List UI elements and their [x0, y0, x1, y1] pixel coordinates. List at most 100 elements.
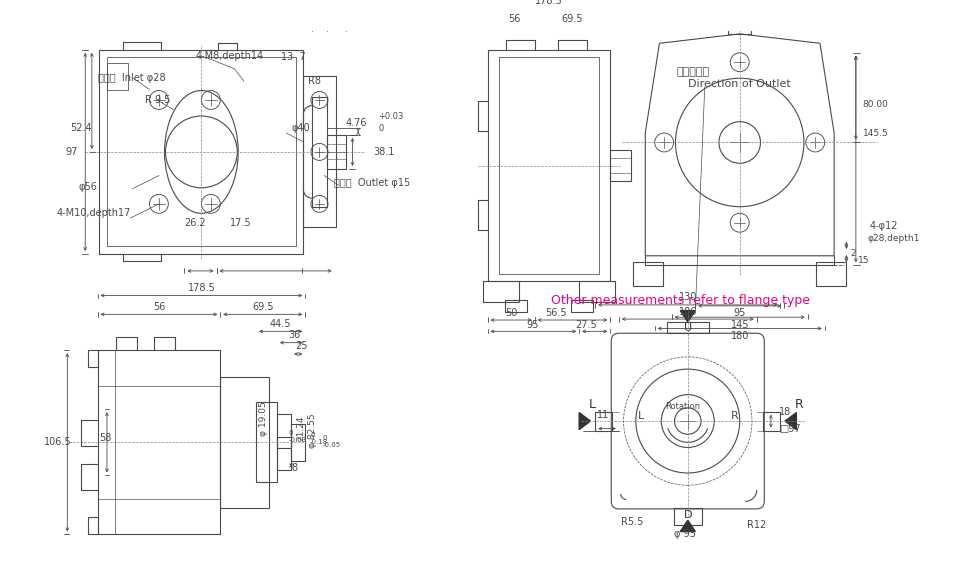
Text: 50: 50 [505, 308, 517, 318]
Bar [505, 300, 527, 311]
Text: □97: □97 [780, 424, 801, 434]
Polygon shape [681, 520, 695, 532]
Text: 4-M10,depth17: 4-M10,depth17 [57, 208, 132, 218]
Text: 0: 0 [310, 432, 315, 438]
Text: 38.1: 38.1 [373, 147, 395, 157]
Bar [674, 508, 702, 525]
Text: 36: 36 [288, 330, 300, 340]
Text: 95: 95 [527, 319, 540, 330]
Text: R12: R12 [747, 520, 766, 530]
Bar [107, 63, 128, 90]
Bar [327, 135, 346, 169]
Bar [729, 20, 751, 34]
Text: 97: 97 [66, 147, 78, 157]
Text: φ40: φ40 [291, 123, 310, 134]
Text: 8: 8 [291, 463, 297, 473]
Text: 178.5: 178.5 [187, 283, 215, 293]
Text: 56: 56 [508, 14, 520, 24]
Bar [98, 350, 220, 535]
Text: 69.5: 69.5 [252, 302, 274, 312]
Polygon shape [785, 413, 797, 430]
Text: L: L [588, 398, 596, 410]
Text: -0.18: -0.18 [310, 440, 328, 445]
Text: 56.5: 56.5 [545, 308, 567, 318]
Text: 25: 25 [295, 342, 307, 352]
Bar [499, 58, 599, 274]
Text: R: R [732, 412, 739, 422]
Text: 145: 145 [731, 319, 749, 330]
Text: 0: 0 [288, 430, 293, 436]
Text: 145.5: 145.5 [862, 128, 888, 138]
Text: 出油口方向: 出油口方向 [677, 66, 709, 76]
Bar [570, 300, 593, 311]
Text: 106: 106 [679, 307, 697, 317]
Text: 11: 11 [597, 410, 609, 420]
Text: 80.00: 80.00 [862, 100, 888, 109]
Text: 26.2: 26.2 [184, 217, 205, 228]
Text: R5.5: R5.5 [621, 517, 643, 527]
Text: -0.03: -0.03 [288, 437, 306, 444]
Text: R: R [795, 398, 804, 410]
Text: 95: 95 [733, 308, 746, 318]
Text: -0.05: -0.05 [323, 442, 341, 448]
Text: 178.5: 178.5 [535, 0, 563, 6]
Polygon shape [579, 413, 590, 430]
Bar [276, 437, 291, 448]
Text: 入油口  Inlet φ28: 入油口 Inlet φ28 [98, 73, 165, 83]
Bar [88, 350, 98, 367]
Text: Rotation: Rotation [665, 402, 701, 412]
Bar [483, 281, 518, 302]
Bar [303, 76, 335, 227]
Text: 2: 2 [851, 250, 855, 258]
Bar [100, 50, 303, 254]
Bar [256, 402, 276, 483]
Bar [611, 150, 631, 181]
Bar [107, 58, 296, 247]
Bar [763, 412, 780, 430]
Text: 44.5: 44.5 [270, 319, 292, 329]
Bar [595, 412, 612, 430]
Text: R 9.5: R 9.5 [145, 95, 170, 105]
Text: 17.5: 17.5 [230, 217, 252, 228]
Text: U: U [684, 322, 692, 332]
Text: D: D [684, 510, 692, 519]
Text: 21.24: 21.24 [296, 416, 305, 441]
Text: 15: 15 [857, 256, 869, 265]
Bar [276, 415, 291, 470]
Text: Other measurements refer to flange type: Other measurements refer to flange type [551, 294, 810, 307]
Text: 4.76: 4.76 [346, 118, 367, 128]
Text: 18: 18 [780, 406, 792, 417]
Bar [312, 97, 327, 207]
Text: φ28,depth1: φ28,depth1 [867, 234, 920, 243]
Text: φ 19.05: φ 19.05 [259, 401, 268, 436]
Text: 4-M8,depth14: 4-M8,depth14 [196, 51, 264, 61]
Bar [291, 424, 305, 461]
Text: 180: 180 [731, 331, 749, 341]
Text: 130: 130 [679, 292, 697, 303]
Text: φ 95: φ 95 [674, 529, 696, 539]
Text: φ56: φ56 [79, 182, 98, 192]
Text: φ 82.55: φ 82.55 [308, 414, 318, 448]
Text: 56: 56 [153, 302, 165, 312]
Text: 4-φ12: 4-φ12 [869, 220, 898, 230]
Text: 出油口  Outlet φ15: 出油口 Outlet φ15 [334, 178, 410, 188]
Text: 0: 0 [378, 124, 383, 133]
Bar [633, 262, 663, 286]
Bar [488, 50, 611, 281]
Text: 0: 0 [323, 434, 326, 441]
Polygon shape [681, 311, 695, 322]
Bar [579, 281, 615, 302]
Text: 106.5: 106.5 [44, 437, 72, 447]
Text: 52.4: 52.4 [71, 123, 92, 134]
Bar [667, 322, 708, 333]
Text: 27.5: 27.5 [575, 319, 597, 330]
Bar [88, 517, 98, 535]
Text: R8: R8 [308, 76, 322, 86]
Bar [220, 377, 270, 508]
Text: 58: 58 [100, 433, 111, 442]
Text: 13  7: 13 7 [280, 52, 305, 62]
Bar [816, 262, 847, 286]
Text: Direction of Outlet: Direction of Outlet [687, 79, 790, 89]
Text: L: L [637, 412, 643, 422]
Text: 69.5: 69.5 [562, 14, 584, 24]
